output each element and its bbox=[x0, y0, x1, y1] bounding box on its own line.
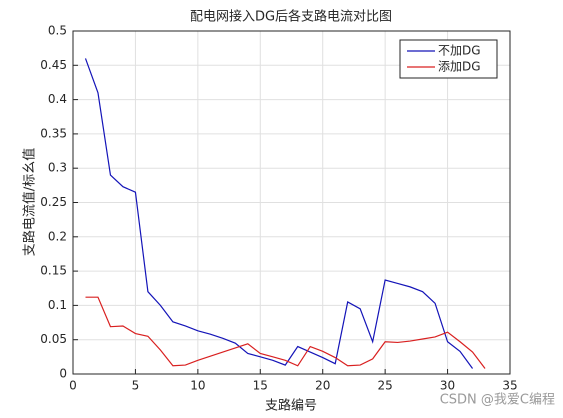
y-tick-label: 0.15 bbox=[40, 264, 67, 278]
legend-label: 不加DG bbox=[438, 44, 481, 58]
x-axis-label: 支路编号 bbox=[265, 398, 317, 414]
watermark: CSDN @我爱C编程 bbox=[440, 393, 555, 408]
y-tick-label: 0.4 bbox=[48, 92, 67, 106]
y-tick-label: 0.45 bbox=[40, 58, 67, 72]
legend-box bbox=[399, 39, 498, 79]
y-axis-label: 支路电流值/标幺值 bbox=[22, 148, 38, 256]
x-tick-label: 20 bbox=[315, 379, 330, 393]
x-tick-label: 5 bbox=[132, 379, 140, 393]
y-tick-label: 0.05 bbox=[40, 332, 67, 346]
y-tick-label: 0 bbox=[59, 367, 67, 381]
y-tick-label: 0.2 bbox=[48, 229, 67, 243]
plot-frame bbox=[72, 30, 511, 375]
series-line bbox=[85, 296, 486, 369]
x-tick-label: 25 bbox=[378, 379, 393, 393]
y-tick-label: 0.1 bbox=[48, 298, 67, 312]
x-tick-label: 10 bbox=[190, 379, 205, 393]
x-tick-label: 35 bbox=[502, 379, 517, 393]
legend-label: 添加DG bbox=[438, 60, 481, 74]
y-tick-label: 0.3 bbox=[48, 161, 67, 175]
x-tick-label: 0 bbox=[69, 379, 77, 393]
y-tick-label: 0.25 bbox=[40, 195, 67, 209]
x-tick-label: 30 bbox=[440, 379, 455, 393]
y-tick-label: 0.35 bbox=[40, 126, 67, 140]
x-tick-label: 15 bbox=[253, 379, 268, 393]
series-line bbox=[84, 58, 474, 369]
y-tick-label: 0.5 bbox=[48, 24, 67, 38]
chart-title: 配电网接入DG后各支路电流对比图 bbox=[190, 9, 392, 25]
